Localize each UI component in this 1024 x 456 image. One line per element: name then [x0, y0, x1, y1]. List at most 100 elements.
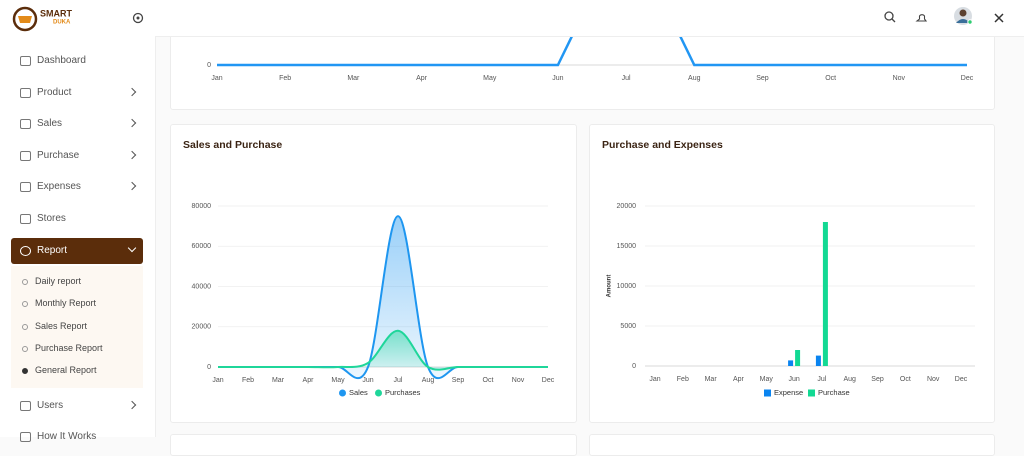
avatar-head	[959, 9, 967, 17]
chart: Purchase and Expenses Amount 0 5000 10000 150…	[602, 139, 975, 397]
menu-label: Report	[37, 244, 68, 256]
menu-item[interactable]: Dashboard	[11, 48, 143, 74]
submenu-bullet	[22, 323, 28, 330]
menu-item[interactable]: Stores	[11, 206, 143, 232]
sidebar: SMART DUKA Dashboard Product Sales Purchase…	[0, 0, 156, 442]
x-tick-label: May	[331, 377, 345, 384]
x-tick-label: Aug	[422, 377, 435, 384]
submenu-label: Daily report	[35, 276, 82, 286]
y-tick-label: 20000	[617, 203, 637, 210]
menu-item[interactable]: Expenses	[11, 174, 143, 200]
area	[218, 330, 548, 370]
menu-label: Product	[37, 86, 72, 98]
x-tick-label: Oct	[825, 75, 836, 82]
x-tick-label: May	[483, 75, 497, 82]
submenu-bullet	[22, 279, 28, 285]
menu-item[interactable]: Purchase	[11, 143, 143, 169]
x-tick-label: Jan	[212, 377, 223, 384]
submenu-bullet	[22, 301, 28, 308]
legend-swatch	[764, 389, 771, 397]
x-tick-label: May	[760, 376, 774, 383]
x-tick-label: Dec	[955, 376, 968, 383]
y-tick-label: 5000	[620, 323, 636, 330]
bar	[788, 360, 794, 366]
x-tick-label: Mar	[347, 75, 360, 82]
x-tick-label: Jul	[622, 75, 631, 82]
x-tick-label: Mar	[705, 376, 718, 383]
line	[218, 329, 548, 371]
legend-label: Purchase	[818, 388, 850, 397]
x-tick-label: Oct	[483, 377, 494, 384]
legend-label: Sales	[349, 388, 368, 397]
menu-item[interactable]: Report	[11, 237, 143, 264]
search-icon[interactable]	[884, 11, 894, 21]
avatar-body	[956, 19, 970, 23]
y-tick-label: 0	[632, 363, 636, 370]
x-tick-label: Jun	[788, 376, 799, 383]
menu-item[interactable]: Sales	[11, 111, 143, 137]
header	[155, 0, 1024, 37]
menu-label: Expenses	[37, 181, 81, 193]
legend-swatch	[339, 389, 346, 397]
x-tick-label: Mar	[272, 377, 285, 384]
x-tick-label: Jun	[362, 377, 373, 384]
x-tick-label: Feb	[242, 377, 254, 384]
menu-item[interactable]: Users	[11, 393, 143, 419]
x-tick-label: Sep	[452, 377, 465, 384]
bar	[815, 355, 821, 366]
y-tick-label: 10000	[617, 283, 637, 290]
logo-subtext: DUKA	[53, 20, 71, 26]
status-dot	[967, 19, 973, 25]
chart: Sales and Purchase 0 20000 40000 60000 80000 J…	[183, 139, 555, 397]
submenu-label: Purchase Report	[35, 342, 103, 353]
y-tick-label: 40000	[192, 283, 212, 290]
menu-icon	[20, 150, 31, 161]
x-tick-label: Jan	[649, 376, 660, 383]
submenu	[11, 266, 143, 388]
menu-icon	[20, 214, 31, 224]
menu-icon	[20, 56, 31, 66]
chart-title: Sales and Purchase	[183, 139, 282, 151]
x-tick-label: Jan	[211, 75, 222, 82]
menu-icon	[20, 87, 31, 98]
logo-basket	[18, 16, 32, 23]
y-tick-label: 15000	[617, 243, 637, 250]
x-tick-label: Sep	[756, 75, 769, 82]
x-tick-label: Apr	[733, 376, 745, 383]
legend-swatch	[808, 389, 815, 397]
menu-item[interactable]: Product	[11, 80, 143, 106]
y-tick-label: 60000	[192, 243, 212, 250]
fullscreen-icon[interactable]	[994, 13, 1004, 23]
x-tick-label: Jun	[552, 75, 563, 82]
header-icons	[884, 7, 1004, 25]
x-tick-label: Oct	[900, 376, 911, 383]
legend-label: Expense	[774, 388, 803, 397]
submenu-label: Sales Report	[35, 320, 88, 331]
x-tick-label: Feb	[677, 376, 689, 383]
card	[589, 434, 995, 456]
x-tick-label: Dec	[542, 377, 555, 384]
submenu-label: General Report	[35, 365, 97, 376]
menu-label: Purchase	[37, 149, 80, 161]
settings-icon[interactable]	[132, 12, 144, 24]
submenu-label: Monthly Report	[35, 298, 97, 309]
logo: SMART DUKA	[12, 6, 144, 32]
x-tick-label: Apr	[303, 377, 315, 384]
menu-label: Sales	[37, 118, 63, 130]
x-tick-label: Jul	[394, 377, 403, 384]
y-tick-label: 20000	[192, 324, 212, 331]
y-tick-label: 0	[207, 364, 211, 371]
card	[170, 124, 577, 423]
menu-label: Dashboard	[37, 55, 86, 66]
bell-icon[interactable]	[915, 14, 928, 22]
legend-label: Purchases	[385, 388, 421, 397]
menu-label: Stores	[37, 213, 66, 224]
x-tick-label: Apr	[416, 75, 428, 82]
line	[217, 36, 967, 67]
menu-icon	[20, 401, 31, 411]
menu-icon	[20, 245, 31, 256]
area	[218, 216, 548, 379]
